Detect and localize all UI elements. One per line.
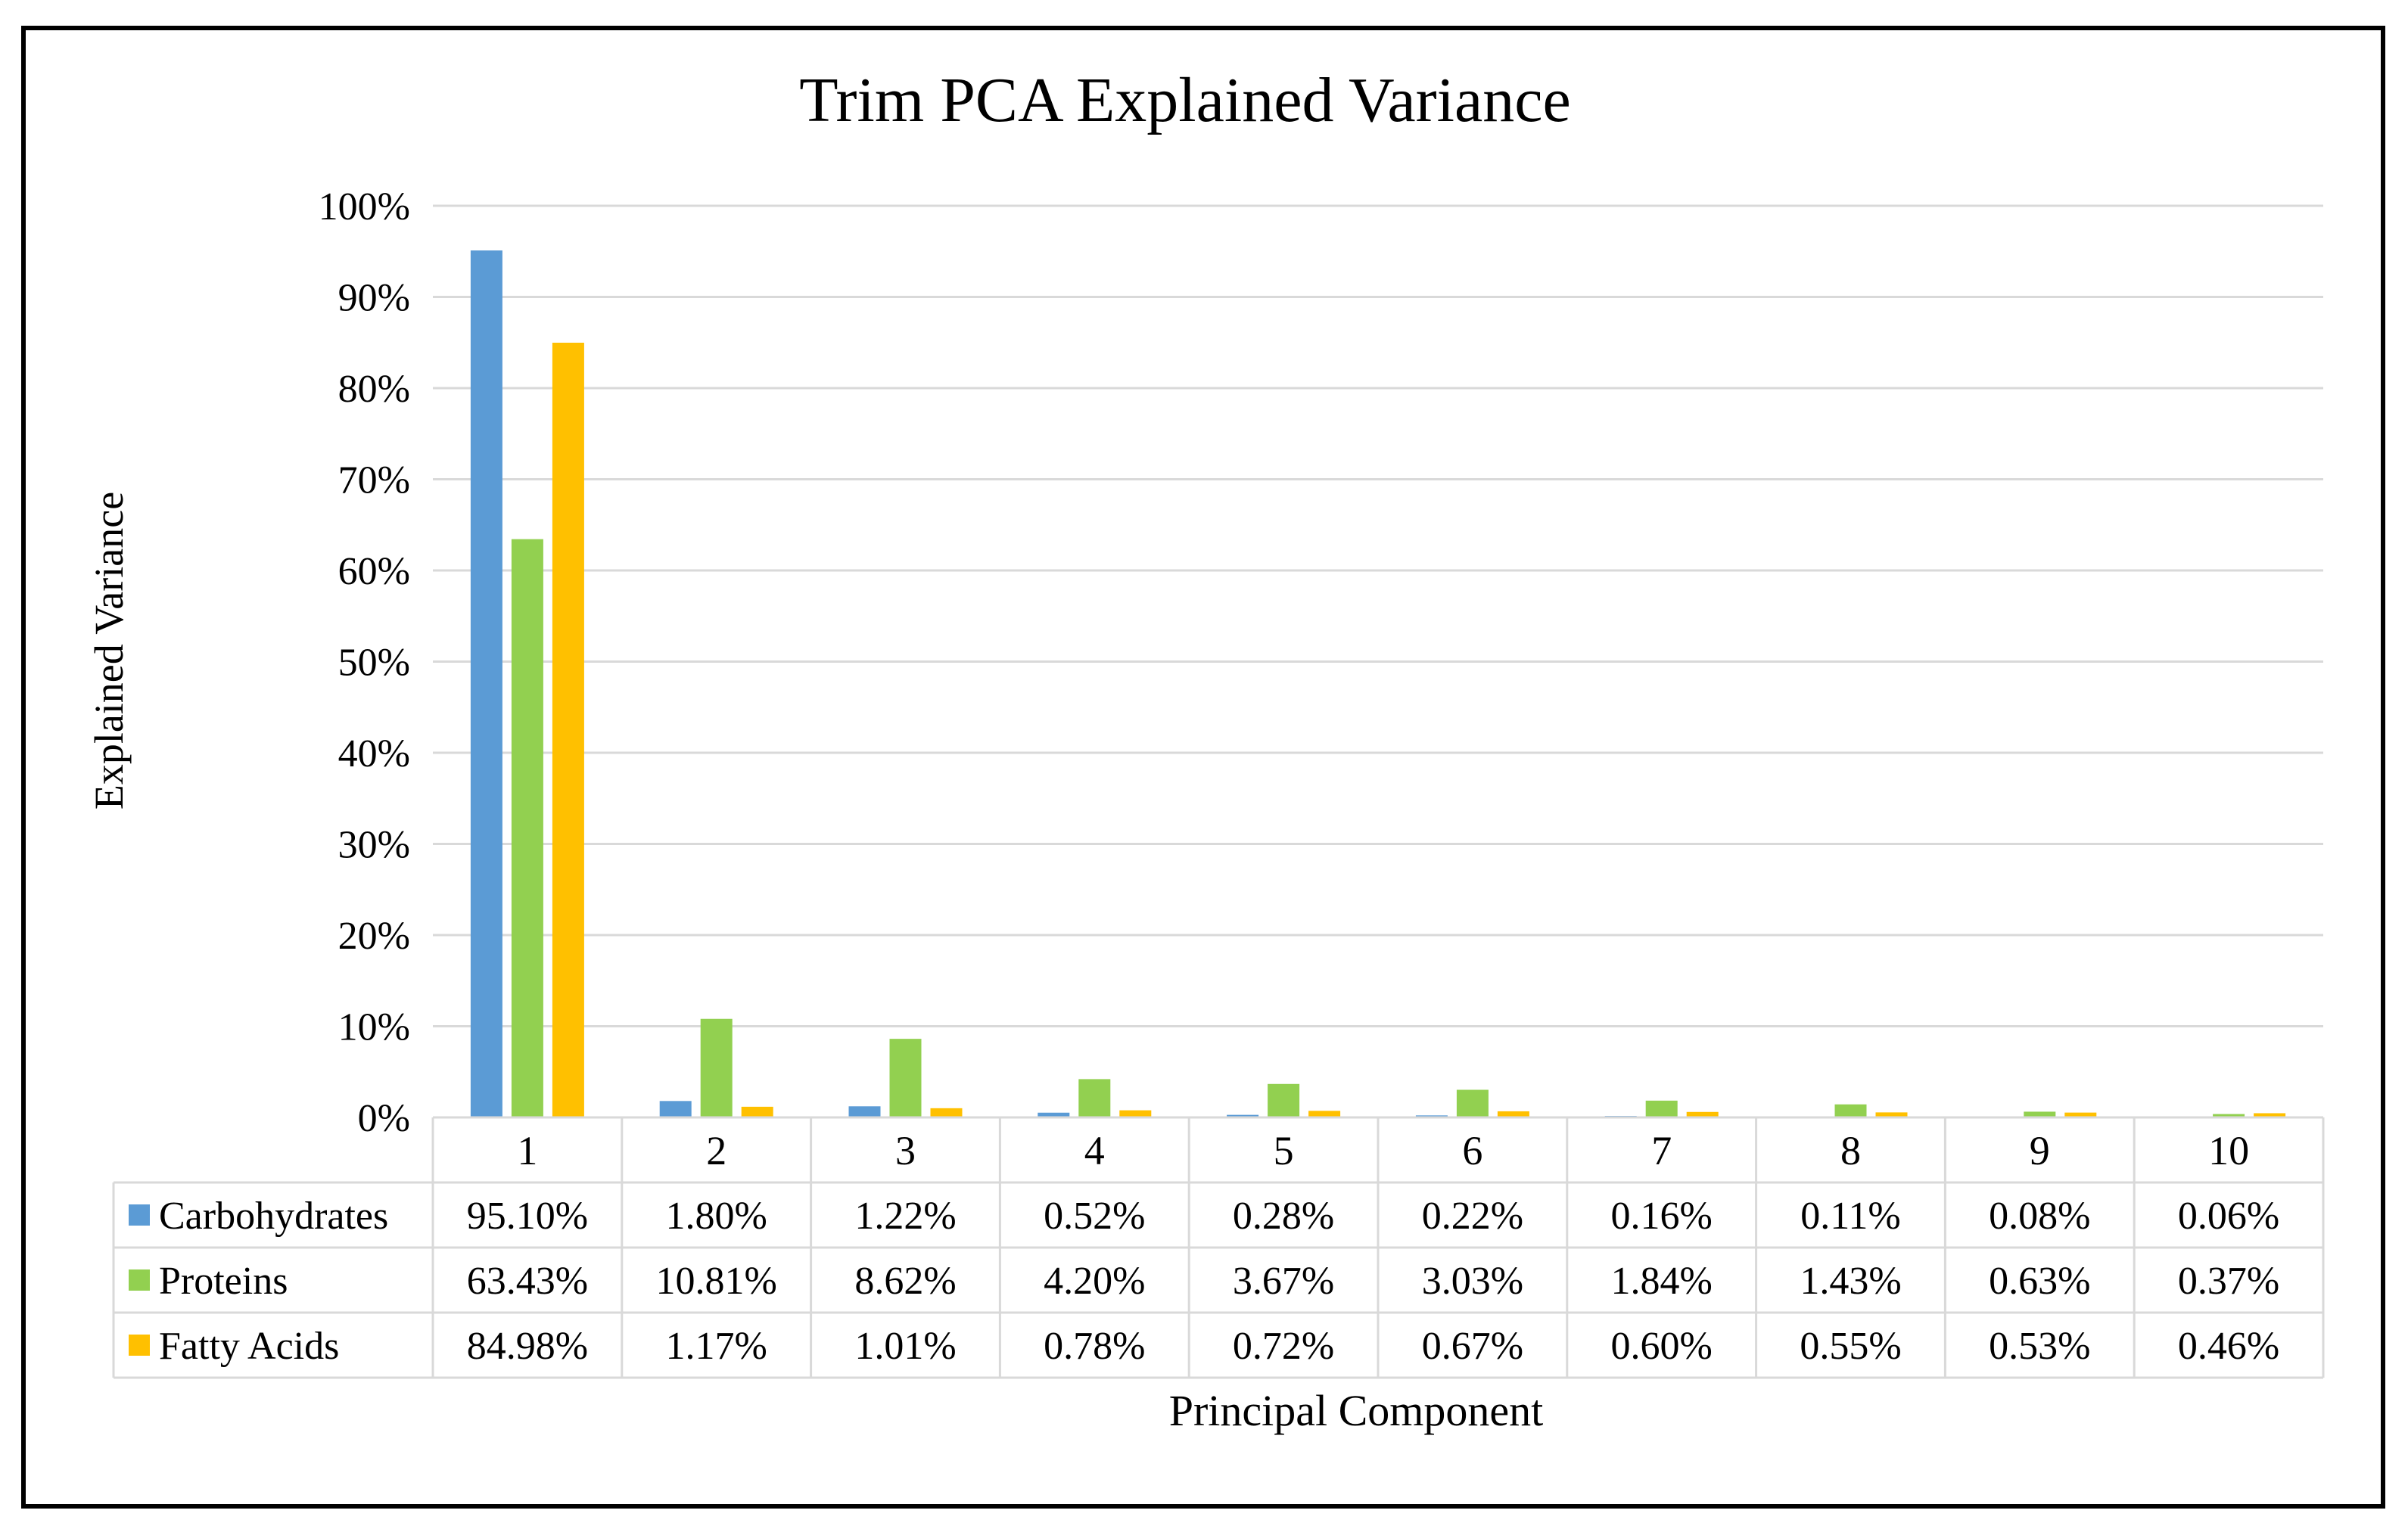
chart-title: Trim PCA Explained Variance (799, 65, 1571, 135)
data-label-proteins-4: 4.20% (1044, 1260, 1145, 1303)
bar-proteins-1 (511, 539, 543, 1117)
x-tick-label-7: 7 (1651, 1128, 1672, 1173)
data-label-carbohydrates-2: 1.80% (666, 1195, 767, 1238)
bar-fatty-acids-1 (552, 342, 584, 1118)
y-tick-label-40: 40% (338, 732, 410, 775)
data-label-carbohydrates-9: 0.08% (1989, 1195, 2090, 1238)
bar-proteins-10 (2213, 1114, 2245, 1117)
data-label-proteins-3: 8.62% (854, 1260, 956, 1303)
bars (470, 250, 2286, 1118)
data-label-fatty-acids-10: 0.46% (2178, 1325, 2279, 1368)
data-label-proteins-2: 10.81% (656, 1260, 777, 1303)
bar-fatty-acids-9 (2064, 1112, 2097, 1117)
data-label-fatty-acids-7: 0.60% (1611, 1325, 1713, 1368)
data-label-carbohydrates-7: 0.16% (1611, 1195, 1713, 1238)
bar-proteins-2 (700, 1018, 733, 1117)
x-tick-label-6: 6 (1462, 1128, 1482, 1173)
bar-carbohydrates-5 (1227, 1114, 1259, 1117)
y-tick-label-50: 50% (338, 642, 410, 685)
bar-fatty-acids-10 (2254, 1113, 2286, 1117)
bar-fatty-acids-6 (1497, 1111, 1529, 1117)
data-label-carbohydrates-10: 0.06% (2178, 1195, 2279, 1238)
data-label-proteins-9: 0.63% (1989, 1260, 2090, 1303)
chart-frame: Trim PCA Explained Variance Explained Va… (21, 26, 2385, 1509)
bar-proteins-6 (1456, 1089, 1489, 1117)
data-label-proteins-7: 1.84% (1611, 1260, 1713, 1303)
data-label-carbohydrates-4: 0.52% (1044, 1195, 1145, 1238)
data-label-proteins-8: 1.43% (1800, 1260, 1901, 1303)
data-table: 1 2 3 4 5 6 7 8 9 10 Carbohydrates 95.10% 1.80% 1.22%… (112, 1116, 2325, 1379)
bar-fatty-acids-4 (1119, 1110, 1152, 1117)
x-axis-label: Principal Component (1169, 1386, 1544, 1435)
bar-fatty-acids-3 (930, 1108, 963, 1117)
data-label-fatty-acids-8: 0.55% (1800, 1325, 1901, 1368)
legend-swatch-carbohydrates (129, 1204, 150, 1226)
x-tick-label-4: 4 (1084, 1128, 1105, 1173)
bar-proteins-5 (1268, 1083, 1300, 1117)
y-tick-label-30: 30% (338, 824, 410, 867)
grid-lines (433, 204, 2323, 1027)
data-label-fatty-acids-2: 1.17% (666, 1325, 767, 1368)
data-label-proteins-1: 63.43% (467, 1260, 588, 1303)
x-tick-label-1: 1 (517, 1128, 537, 1173)
y-tick-labels: 0% 10% 20% 30% 40% 50% 60% 70% 80% 90% 100% (319, 185, 410, 1140)
data-label-carbohydrates-5: 0.28% (1233, 1195, 1334, 1238)
data-label-carbohydrates-1: 95.10% (467, 1195, 588, 1238)
data-label-proteins-6: 3.03% (1422, 1260, 1523, 1303)
data-label-carbohydrates-8: 0.11% (1800, 1195, 1900, 1238)
bar-carbohydrates-1 (470, 250, 502, 1117)
bar-proteins-9 (2024, 1111, 2056, 1117)
y-tick-label-60: 60% (338, 550, 410, 593)
legend-swatch-fatty-acids (129, 1335, 150, 1356)
bar-carbohydrates-4 (1038, 1112, 1070, 1117)
data-label-carbohydrates-6: 0.22% (1422, 1195, 1523, 1238)
x-tick-label-3: 3 (895, 1128, 916, 1173)
y-tick-label-0: 0% (358, 1097, 410, 1140)
bar-proteins-8 (1834, 1104, 1867, 1117)
x-tick-label-2: 2 (706, 1128, 726, 1173)
data-label-fatty-acids-1: 84.98% (467, 1325, 588, 1368)
bar-fatty-acids-2 (741, 1106, 773, 1117)
legend-label-proteins: Proteins (159, 1260, 288, 1303)
bar-fatty-acids-8 (1875, 1112, 1908, 1117)
data-label-fatty-acids-9: 0.53% (1989, 1325, 2090, 1368)
bar-carbohydrates-3 (848, 1106, 881, 1117)
y-tick-label-90: 90% (338, 277, 410, 320)
data-label-fatty-acids-4: 0.78% (1044, 1325, 1145, 1368)
y-tick-label-100: 100% (319, 185, 410, 228)
y-axis-label: Explained Variance (86, 492, 132, 810)
bar-proteins-4 (1078, 1079, 1111, 1117)
x-tick-label-9: 9 (2030, 1128, 2050, 1173)
legend-label-carbohydrates: Carbohydrates (159, 1195, 388, 1238)
bar-carbohydrates-2 (659, 1101, 692, 1117)
data-label-carbohydrates-3: 1.22% (854, 1195, 956, 1238)
data-label-fatty-acids-5: 0.72% (1233, 1325, 1334, 1368)
chart-svg: Trim PCA Explained Variance Explained Va… (86, 65, 2325, 1435)
bar-proteins-3 (889, 1039, 922, 1117)
x-tick-label-10: 10 (2208, 1128, 2249, 1173)
data-label-proteins-10: 0.37% (2178, 1260, 2279, 1303)
legend-label-fatty-acids: Fatty Acids (159, 1325, 339, 1368)
bar-fatty-acids-7 (1686, 1111, 1719, 1117)
y-tick-label-10: 10% (338, 1006, 410, 1049)
x-tick-label-8: 8 (1840, 1128, 1861, 1173)
bar-proteins-7 (1645, 1100, 1678, 1117)
y-tick-label-70: 70% (338, 459, 410, 502)
x-tick-label-5: 5 (1274, 1128, 1294, 1173)
data-label-fatty-acids-3: 1.01% (854, 1325, 956, 1368)
y-tick-label-80: 80% (338, 368, 410, 411)
data-label-proteins-5: 3.67% (1233, 1260, 1334, 1303)
legend-swatch-proteins (129, 1269, 150, 1291)
y-tick-label-20: 20% (338, 915, 410, 958)
data-label-fatty-acids-6: 0.67% (1422, 1325, 1523, 1368)
bar-fatty-acids-5 (1308, 1111, 1341, 1117)
